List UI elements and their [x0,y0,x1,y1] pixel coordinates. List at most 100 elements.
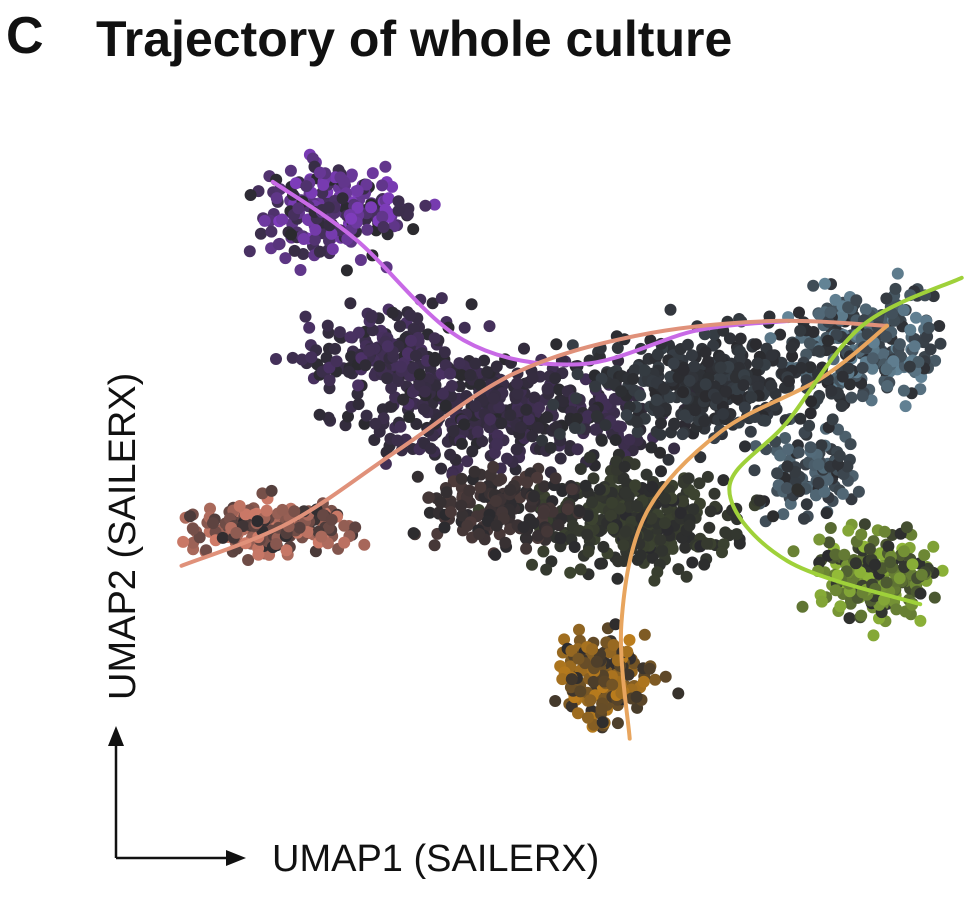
cell-point [824,522,837,534]
cell-point [745,391,758,404]
cell-point [426,297,439,310]
cell-point [323,374,336,387]
cell-point [910,311,922,324]
cell-point [689,404,702,417]
cell-point [260,504,273,517]
cell-point [554,452,567,465]
cell-point [488,446,501,459]
cell-point [720,385,733,398]
cell-point [444,367,457,380]
cell-point [473,378,486,391]
cell-point [803,337,816,350]
cell-point [611,572,624,585]
cell-point [411,470,424,483]
cell-point [744,425,757,438]
cell-point [804,361,817,374]
cell-point [285,228,297,241]
cell-point [369,417,382,430]
cell-point [865,394,878,407]
cell-point [607,639,620,651]
cell-point [438,346,451,359]
cell-point [270,353,282,365]
cell-point [538,480,551,493]
cell-point [771,467,784,480]
cell-point [434,496,447,509]
cell-point [501,452,513,465]
cell-point [677,363,690,376]
cell-point [549,695,562,707]
cell-point [652,405,665,418]
cell-point [593,483,606,496]
cell-point [177,535,190,548]
cell-point [699,378,712,391]
cell-point [392,195,405,208]
cell-point [844,438,857,451]
cell-point [804,407,817,420]
cell-point [877,348,890,361]
cell-point [499,536,512,549]
cell-point [702,355,714,368]
cell-point [630,416,643,428]
cell-point [805,395,818,408]
cell-point [233,500,246,512]
cell-point [903,360,916,373]
cell-point [628,364,641,376]
cell-point [785,341,798,354]
cell-point [638,364,651,377]
cell-point [511,387,524,400]
y-axis-label: UMAP2 (SAILERX) [102,372,144,700]
cell-point [303,321,316,334]
cell-point [924,343,937,356]
cell-point [824,306,837,319]
cell-point [748,464,761,477]
cell-point [284,164,297,177]
cell-point [404,309,417,321]
cell-point [794,324,807,337]
cell-point [804,441,817,454]
cell-point [351,201,364,214]
cell-point [484,413,497,426]
cell-point [468,465,481,478]
cell-point [286,351,299,364]
cell-point [830,328,843,341]
cell-point [321,319,334,332]
cell-point [900,521,913,534]
cell-point [549,472,562,485]
cell-point [829,584,842,597]
cell-point [779,432,792,444]
cell-point [574,563,587,576]
cell-point [363,344,376,357]
cell-point [574,685,587,698]
cell-point [716,546,728,559]
cell-point [889,282,902,295]
cell-point [587,675,600,688]
cell-point [812,458,825,471]
cell-point [803,419,816,432]
cell-point [407,527,420,540]
cell-point [536,434,549,447]
cell-point [473,528,486,540]
cell-point [787,545,800,558]
cell-point [354,254,367,266]
cell-point [521,476,534,489]
cell-point [315,530,328,543]
cell-point [280,544,293,557]
cell-point [422,491,435,504]
cell-point [733,537,746,550]
cell-point [581,410,594,423]
cell-points [177,148,949,734]
cell-point [786,350,799,363]
cell-point [687,503,700,516]
cell-point [553,428,566,440]
cell-point [710,392,723,405]
cell-point [239,508,252,521]
cell-point [453,357,466,370]
cell-point [541,411,554,424]
cell-point [297,233,310,245]
cell-point [856,390,869,403]
cell-point [366,324,379,337]
cell-point [836,309,848,322]
cell-point [352,398,365,411]
cell-point [664,303,677,316]
cell-point [685,349,698,362]
